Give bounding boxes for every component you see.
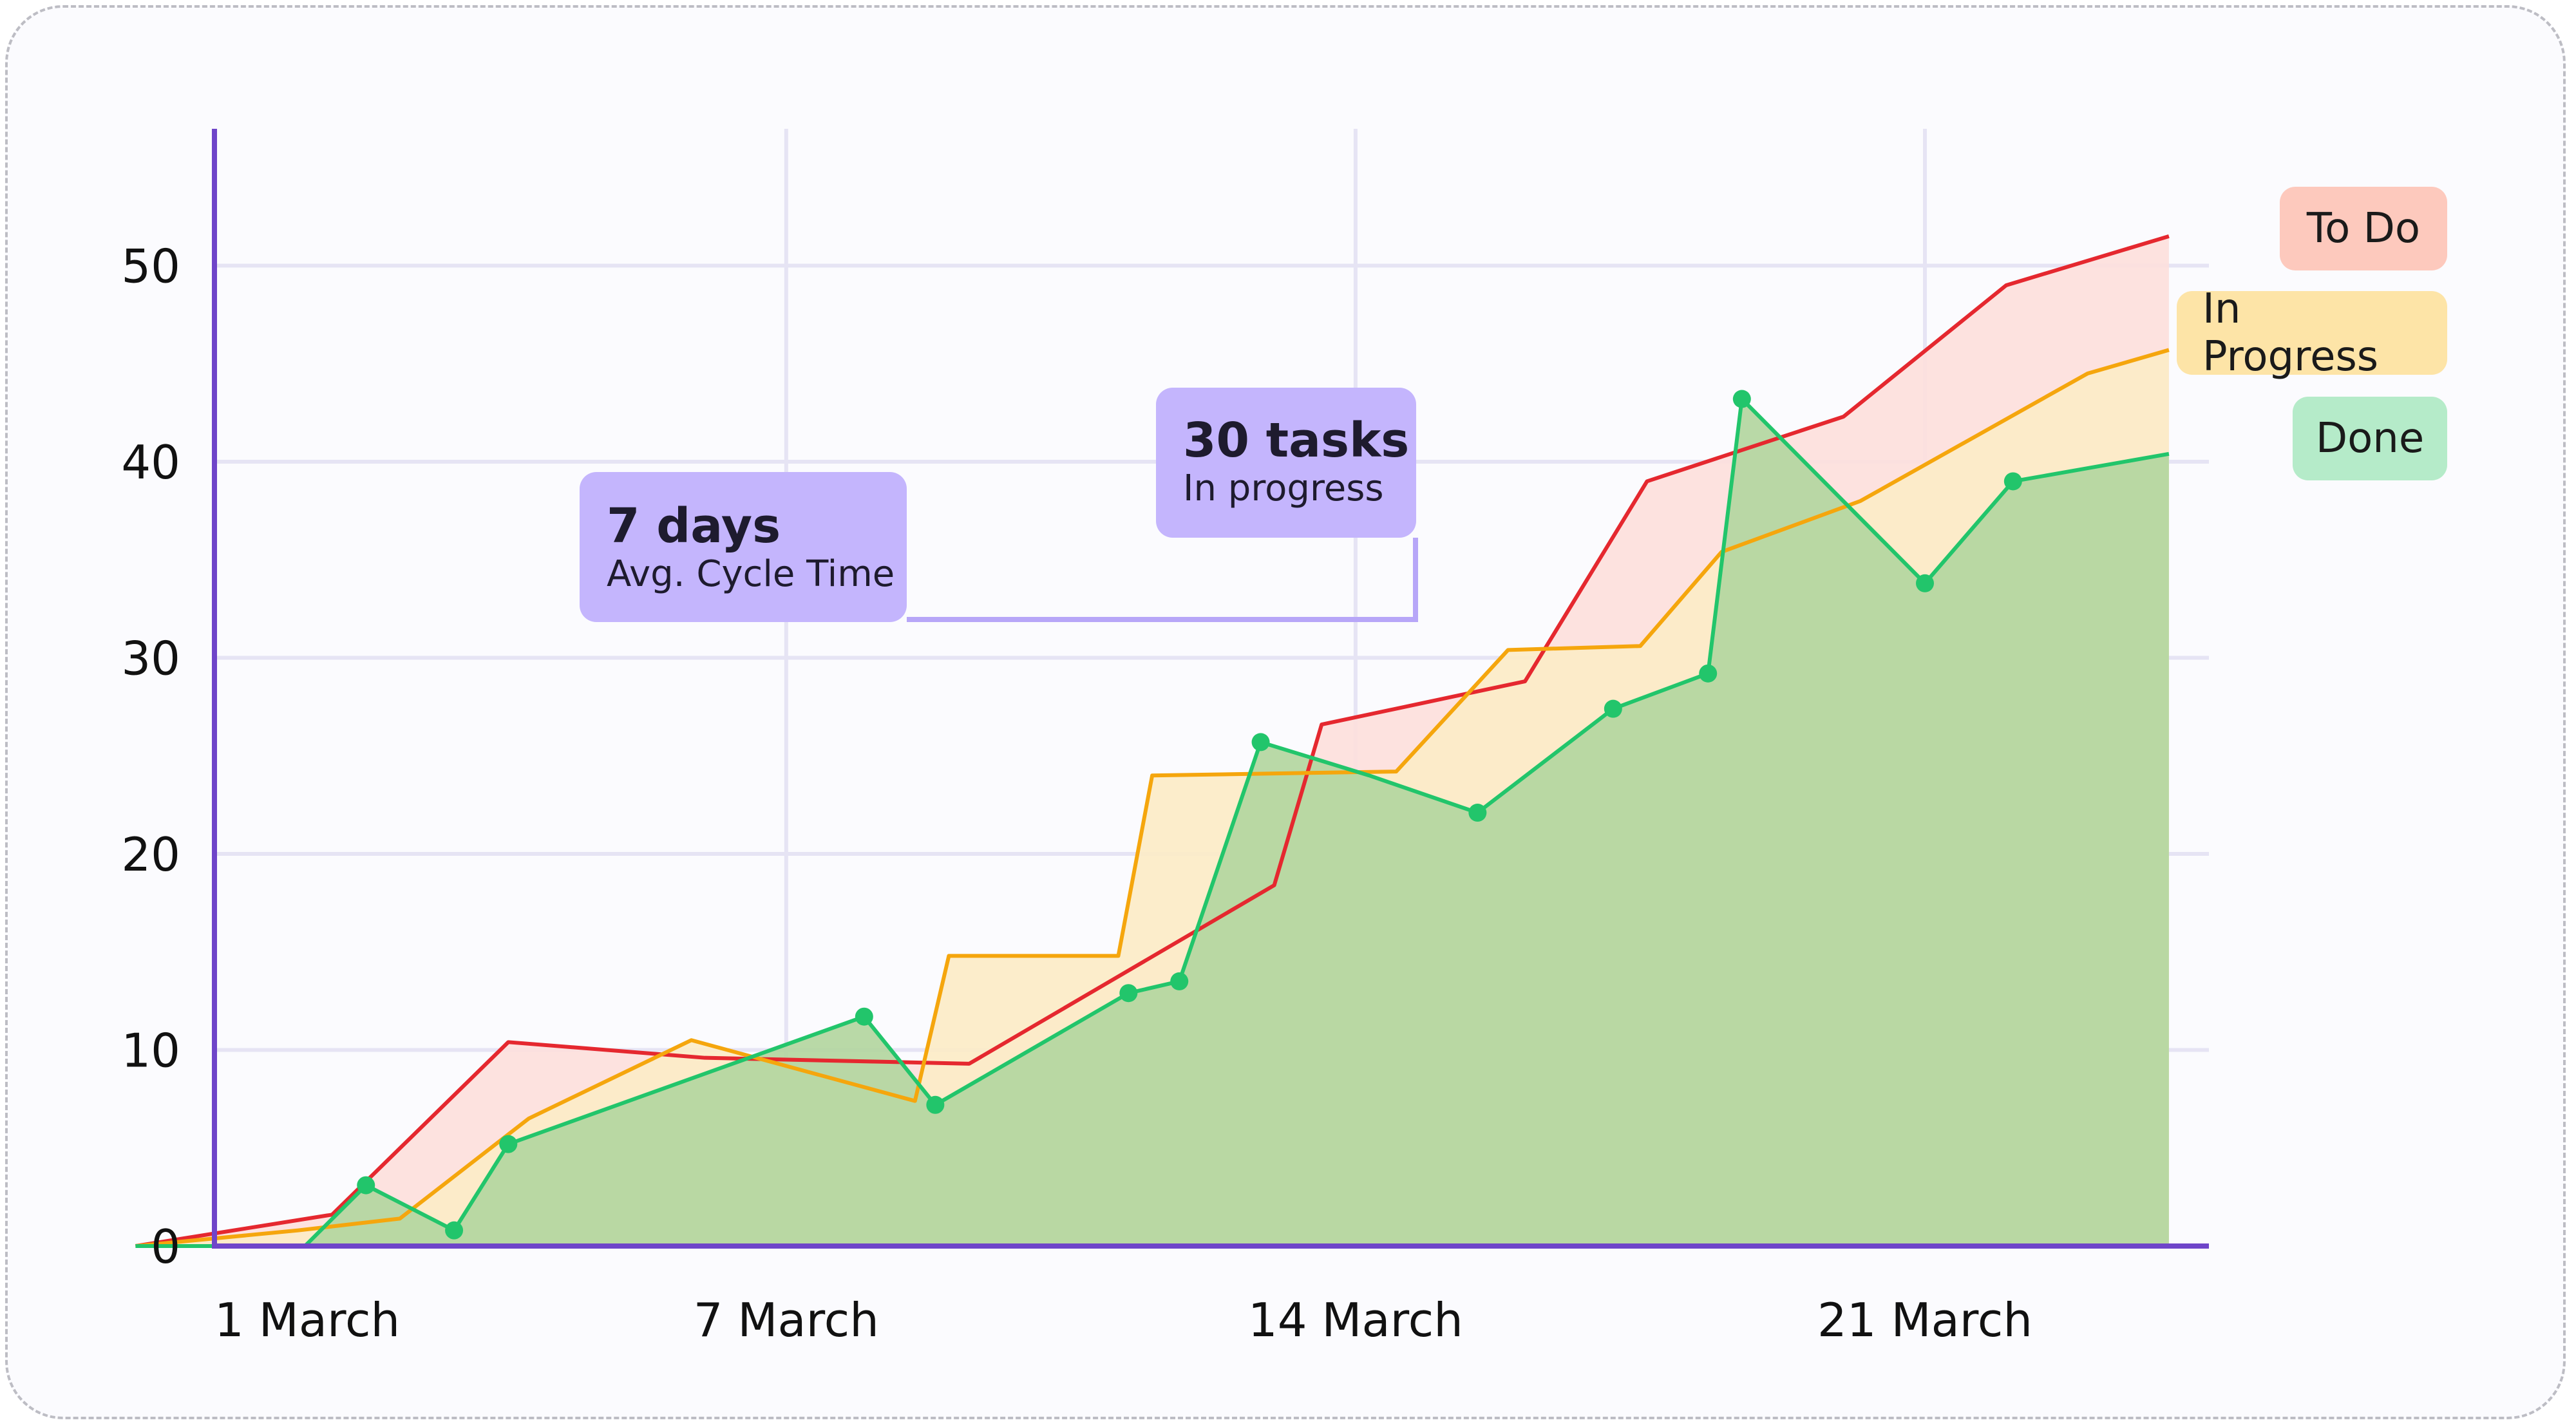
axes: [212, 129, 2209, 1249]
point-done: [1119, 984, 1138, 1003]
y-tick-label: 10: [121, 1024, 180, 1078]
series-markers: [357, 390, 2022, 1240]
area-done: [135, 399, 2169, 1246]
callout-cycle-time-value: 7 days: [607, 498, 781, 554]
point-done: [1732, 390, 1751, 408]
callout-in-progress: 30 tasks In progress: [1156, 388, 1416, 538]
callout-in-progress-label: In progress: [1183, 468, 1384, 510]
y-tick-label: 40: [121, 435, 180, 489]
x-tick-label: 1 March: [214, 1293, 400, 1347]
y-tick-label: 0: [151, 1220, 180, 1274]
callout-connector: [907, 538, 1418, 622]
series-lines: [135, 234, 2170, 1248]
point-done: [2003, 472, 2022, 491]
legend-item-to-do: To Do: [2280, 187, 2447, 270]
line-in-progress: [135, 348, 2170, 1248]
point-done: [357, 1176, 375, 1195]
point-done: [1170, 972, 1189, 990]
point-done: [1699, 664, 1718, 683]
point-done: [1251, 733, 1270, 751]
callout-cycle-time-label: Avg. Cycle Time: [607, 553, 895, 596]
point-done: [445, 1221, 464, 1240]
point-done: [855, 1007, 873, 1026]
point-done: [1604, 699, 1622, 718]
line-to-do: [135, 234, 2170, 1248]
series-areas: [135, 236, 2169, 1247]
callout-cycle-time: 7 days Avg. Cycle Time: [580, 472, 907, 622]
y-tick-label: 30: [121, 632, 180, 686]
point-done: [499, 1135, 518, 1153]
callout-in-progress-value: 30 tasks: [1183, 413, 1410, 468]
point-done: [1916, 574, 1934, 592]
point-done: [926, 1095, 945, 1114]
x-tick-label: 14 March: [1248, 1293, 1463, 1347]
legend-item-done: Done: [2293, 397, 2447, 480]
line-done: [135, 397, 2170, 1248]
point-done: [1468, 804, 1487, 822]
x-tick-label: 21 March: [1817, 1293, 2032, 1347]
x-tick-label: 7 March: [694, 1293, 879, 1347]
y-tick-label: 20: [121, 827, 180, 882]
legend-item-in-progress: In Progress: [2177, 285, 2447, 381]
tick-labels: 0 10 20 30 40 50 1 March 7 March 14 March 21 Marc…: [121, 240, 2032, 1348]
y-tick-label: 50: [121, 240, 180, 294]
